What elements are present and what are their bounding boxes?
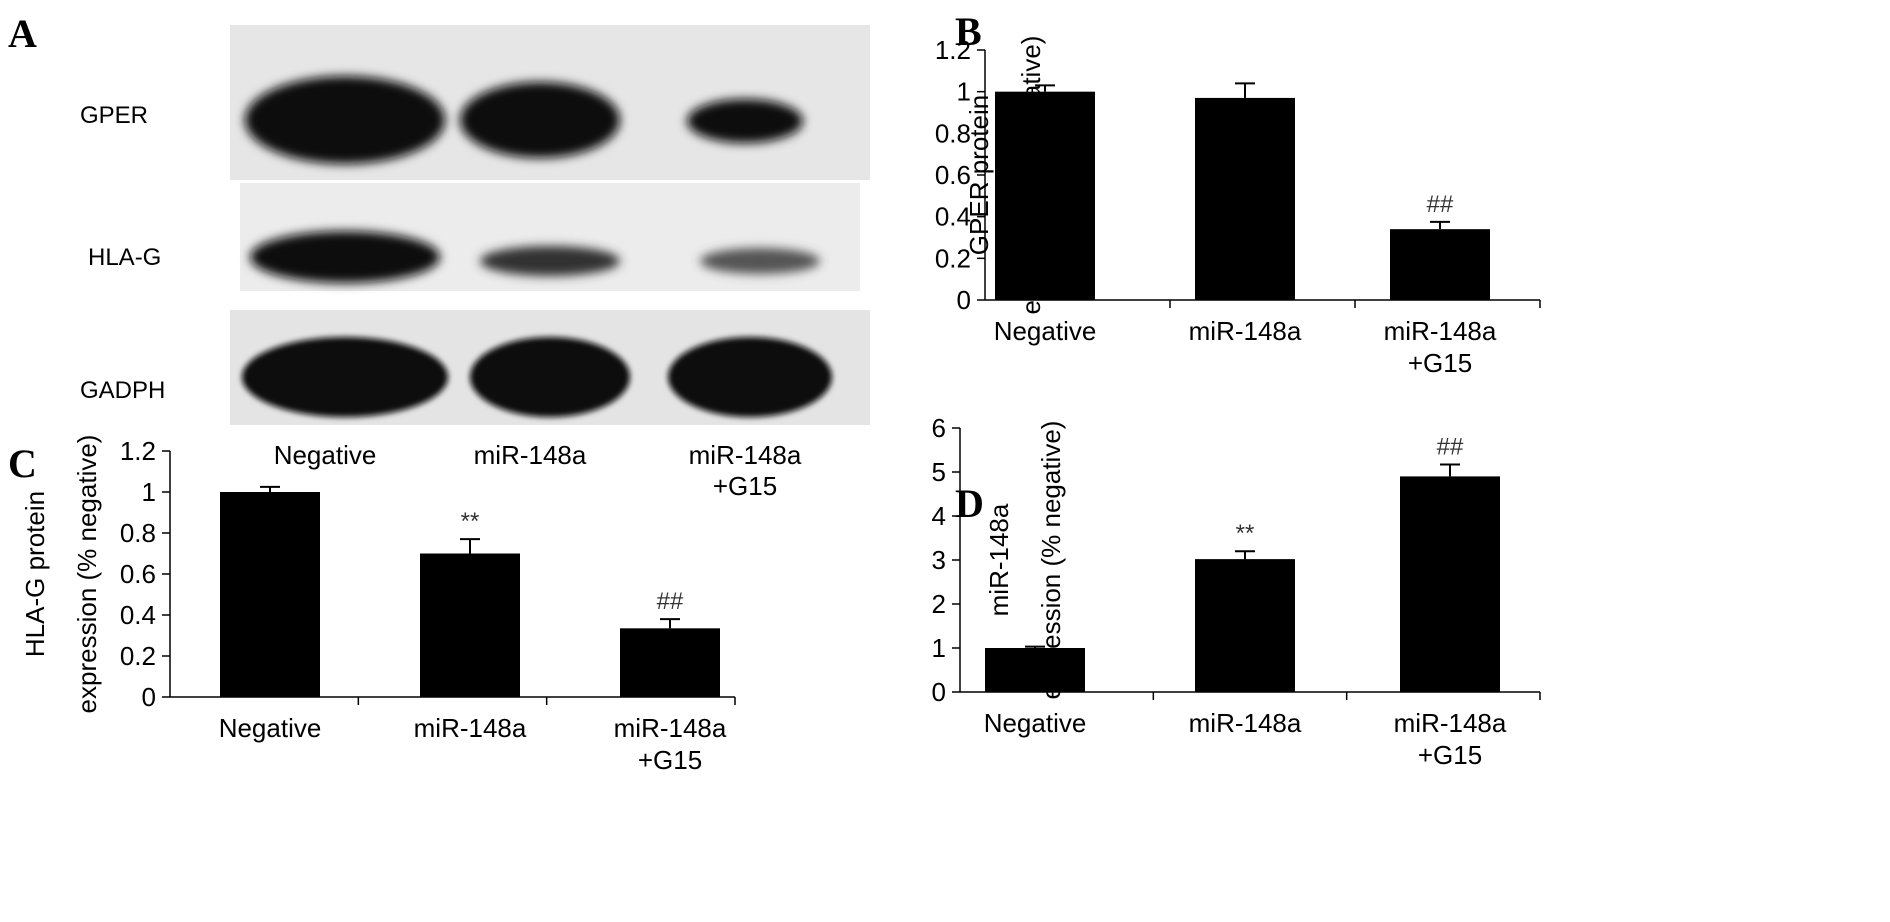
category-label-d-1: miR-148a	[1189, 708, 1302, 738]
bar-d-1	[1195, 559, 1295, 692]
y-tick-label-b: 1	[957, 77, 971, 107]
y-tick-label-c: 1	[142, 477, 156, 507]
bar-d-2	[1400, 476, 1500, 692]
y-tick-label-b: 0	[957, 285, 971, 315]
western-blot-image	[230, 25, 870, 425]
y-tick-label-d: 5	[932, 457, 946, 487]
blot-lane-label-negative: Negative	[273, 440, 377, 470]
blot-band-gadph	[242, 337, 832, 417]
bar-c-0	[220, 492, 320, 697]
blot-lane-label-mir-148a: miR-148a	[473, 440, 587, 470]
bar-b-2	[1390, 229, 1490, 300]
significance-marker-c-2: ##	[657, 588, 684, 615]
category-label-c-2-line2: +G15	[638, 745, 702, 775]
y-tick-label-b: 0.4	[935, 202, 971, 232]
bar-d-0	[985, 648, 1085, 692]
y-tick-label-d: 4	[932, 501, 946, 531]
category-label-b-2: miR-148a	[1384, 316, 1497, 346]
y-tick-label-c: 0.2	[120, 641, 156, 671]
blot-band-hla-g	[250, 231, 820, 283]
y-tick-label-d: 3	[932, 545, 946, 575]
y-tick-label-d: 2	[932, 589, 946, 619]
panel-letter-b: B	[955, 9, 982, 54]
y-axis-label-b: GPER protein	[964, 95, 994, 255]
bar-c-1	[420, 553, 520, 697]
bar-b-0	[995, 91, 1095, 301]
blot-lane-label-mir-148a-g15: miR-148a +G15	[688, 440, 802, 501]
y-tick-label-b: 0.6	[935, 160, 971, 190]
y-tick-label-d: 0	[932, 677, 946, 707]
category-label-d-2-line2: +G15	[1418, 740, 1482, 770]
category-label-d-2: miR-148a	[1394, 708, 1507, 738]
panel-letter-a: A	[8, 11, 37, 56]
y-axis-label-c-line2: expression (% negative)	[72, 435, 102, 714]
blot-label-gadph: GADPH	[80, 377, 166, 404]
significance-marker-b-2: ##	[1427, 191, 1454, 218]
significance-marker-c-1: **	[461, 508, 480, 535]
blot-label-hla-g: HLA-G	[88, 244, 162, 271]
y-axis-label-c: HLA-G protein	[20, 491, 50, 657]
y-axis-label-d-line2: expression (% negative)	[1036, 421, 1066, 700]
panel-letter-c: C	[8, 441, 37, 486]
y-tick-label-b: 0.8	[935, 118, 971, 148]
category-label-d-0: Negative	[984, 708, 1087, 738]
y-tick-label-d: 6	[932, 413, 946, 443]
y-tick-label-c: 0.4	[120, 600, 156, 630]
blot-band-gper	[245, 76, 803, 164]
y-tick-label-c: 0.8	[120, 518, 156, 548]
significance-marker-d-1: **	[1236, 520, 1255, 547]
category-label-b-2-line2: +G15	[1408, 348, 1472, 378]
y-tick-label-b: 0.2	[935, 243, 971, 273]
y-tick-label-d: 1	[932, 633, 946, 663]
bar-b-1	[1195, 97, 1295, 301]
y-tick-label-c: 0	[142, 682, 156, 712]
y-axis-label-b-line2: expression (% negative)	[1016, 36, 1046, 315]
y-axis-label-d: miR-148a	[984, 503, 1014, 616]
category-label-c-2: miR-148a	[614, 713, 727, 743]
y-tick-label-c: 0.6	[120, 559, 156, 589]
category-label-b-0: Negative	[994, 316, 1097, 346]
category-label-c-0: Negative	[219, 713, 322, 743]
blot-label-gper: GPER	[80, 102, 149, 129]
bar-c-2	[620, 628, 720, 697]
y-tick-label-b: 1.2	[935, 35, 971, 65]
y-tick-label-c: 1.2	[120, 436, 156, 466]
significance-marker-d-2: ##	[1437, 434, 1464, 461]
category-label-b-1: miR-148a	[1189, 316, 1302, 346]
category-label-c-1: miR-148a	[414, 713, 527, 743]
